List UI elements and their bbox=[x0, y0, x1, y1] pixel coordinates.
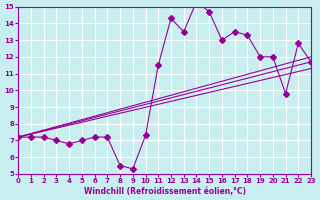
X-axis label: Windchill (Refroidissement éolien,°C): Windchill (Refroidissement éolien,°C) bbox=[84, 187, 246, 196]
